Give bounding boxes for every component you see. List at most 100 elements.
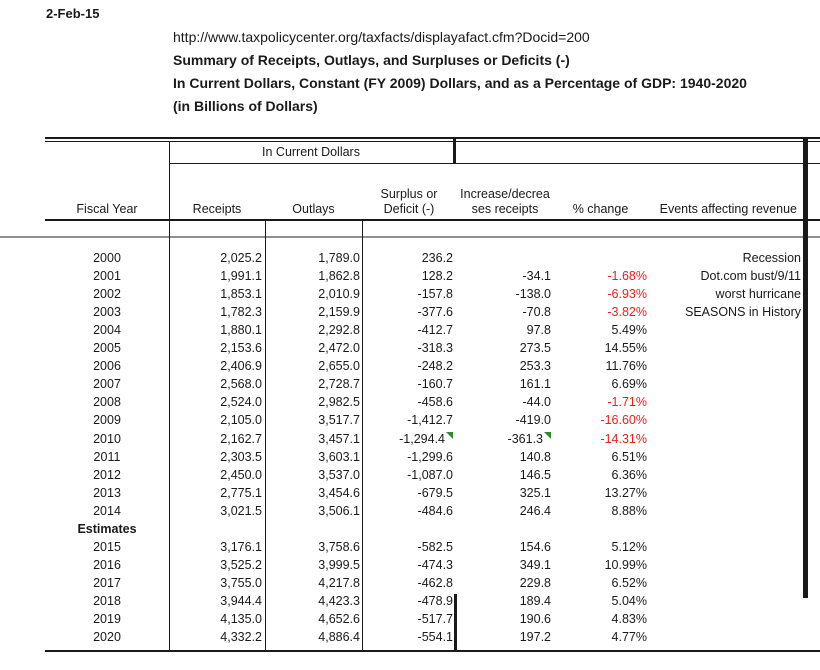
cell-outlays[interactable]: 2,292.8 xyxy=(318,323,360,337)
column-header-fiscal-year[interactable]: Fiscal Year xyxy=(76,202,138,216)
cell-receipts[interactable]: 2,162.7 xyxy=(220,432,262,446)
cell-pct-change[interactable]: -1.68% xyxy=(607,269,647,283)
cell-fiscal-year[interactable]: 2008 xyxy=(93,395,121,409)
cell-outlays[interactable]: 3,517.7 xyxy=(318,413,360,427)
cell-increase-decrease[interactable]: 325.1 xyxy=(519,486,551,500)
cell-outlays[interactable]: 2,655.0 xyxy=(318,359,360,373)
cell-increase-decrease[interactable]: 154.6 xyxy=(519,540,551,554)
cell-pct-change[interactable]: 4.77% xyxy=(611,630,647,644)
cell-increase-decrease[interactable]: -138.0 xyxy=(515,287,551,301)
cell-surplus-deficit[interactable]: -157.8 xyxy=(417,287,453,301)
cell-surplus-deficit[interactable]: -318.3 xyxy=(417,341,453,355)
cell-surplus-deficit[interactable]: -554.1 xyxy=(417,630,453,644)
cell-surplus-deficit[interactable]: -517.7 xyxy=(417,612,453,626)
cell-event[interactable]: worst hurricane xyxy=(715,287,801,301)
cell-pct-change[interactable]: -3.82% xyxy=(607,305,647,319)
cell-fiscal-year[interactable]: 2005 xyxy=(93,341,121,355)
cell-fiscal-year[interactable]: 2004 xyxy=(93,323,121,337)
cell-receipts[interactable]: 3,944.4 xyxy=(220,594,262,608)
cell-receipts[interactable]: 2,025.2 xyxy=(220,251,262,265)
cell-increase-decrease[interactable]: 349.1 xyxy=(519,558,551,572)
column-header-surplus-deficit[interactable]: Surplus or Deficit (-) xyxy=(363,187,455,217)
cell-pct-change[interactable]: 13.27% xyxy=(604,486,647,500)
cell-outlays[interactable]: 4,217.8 xyxy=(318,576,360,590)
cell-fiscal-year[interactable]: 2007 xyxy=(93,377,121,391)
cell-outlays[interactable]: 3,758.6 xyxy=(318,540,360,554)
cell-increase-decrease[interactable]: 190.6 xyxy=(519,612,551,626)
section-label-estimates[interactable]: Estimates xyxy=(77,522,137,536)
cell-outlays[interactable]: 2,728.7 xyxy=(318,377,360,391)
cell-surplus-deficit[interactable]: -478.9 xyxy=(417,594,453,608)
cell-fiscal-year[interactable]: 2019 xyxy=(93,612,121,626)
cell-increase-decrease[interactable]: -361.3 xyxy=(455,430,551,448)
cell-event[interactable]: Recession xyxy=(742,251,801,265)
cell-receipts[interactable]: 3,021.5 xyxy=(220,504,262,518)
cell-fiscal-year[interactable]: 2015 xyxy=(93,540,121,554)
cell-surplus-deficit[interactable]: -679.5 xyxy=(417,486,453,500)
cell-receipts[interactable]: 3,176.1 xyxy=(220,540,262,554)
cell-pct-change[interactable]: 5.04% xyxy=(611,594,647,608)
cell-fiscal-year[interactable]: 2017 xyxy=(93,576,121,590)
cell-surplus-deficit[interactable]: 128.2 xyxy=(421,269,453,283)
cell-outlays[interactable]: 2,010.9 xyxy=(318,287,360,301)
cell-increase-decrease[interactable]: 253.3 xyxy=(519,359,551,373)
cell-fiscal-year[interactable]: 2003 xyxy=(93,305,121,319)
cell-pct-change[interactable]: 5.12% xyxy=(611,540,647,554)
cell-receipts[interactable]: 1,782.3 xyxy=(220,305,262,319)
cell-increase-decrease[interactable]: 140.8 xyxy=(519,450,551,464)
cell-outlays[interactable]: 3,603.1 xyxy=(318,450,360,464)
cell-increase-decrease[interactable]: -419.0 xyxy=(515,413,551,427)
cell-outlays[interactable]: 2,472.0 xyxy=(318,341,360,355)
cell-surplus-deficit[interactable]: -474.3 xyxy=(417,558,453,572)
cell-outlays[interactable]: 3,506.1 xyxy=(318,504,360,518)
cell-fiscal-year[interactable]: 2001 xyxy=(93,269,121,283)
cell-fiscal-year[interactable]: 2018 xyxy=(93,594,121,608)
cell-receipts[interactable]: 4,135.0 xyxy=(220,612,262,626)
cell-pct-change[interactable]: 10.99% xyxy=(604,558,647,572)
cell-increase-decrease[interactable]: 273.5 xyxy=(519,341,551,355)
cell-outlays[interactable]: 1,789.0 xyxy=(318,251,360,265)
column-header-outlays[interactable]: Outlays xyxy=(292,202,335,216)
cell-surplus-deficit[interactable]: -377.6 xyxy=(417,305,453,319)
cell-surplus-deficit[interactable]: -582.5 xyxy=(417,540,453,554)
group-header-in-current-dollars[interactable]: In Current Dollars xyxy=(262,145,360,159)
cell-fiscal-year[interactable]: 2020 xyxy=(93,630,121,644)
cell-fiscal-year[interactable]: 2014 xyxy=(93,504,121,518)
cell-fiscal-year[interactable]: 2012 xyxy=(93,468,121,482)
cell-fiscal-year[interactable]: 2002 xyxy=(93,287,121,301)
cell-surplus-deficit[interactable]: -160.7 xyxy=(417,377,453,391)
cell-receipts[interactable]: 1,991.1 xyxy=(220,269,262,283)
cell-receipts[interactable]: 1,880.1 xyxy=(220,323,262,337)
cell-event[interactable]: SEASONS in History xyxy=(684,305,801,319)
cell-pct-change[interactable]: -14.31% xyxy=(600,432,647,446)
cell-surplus-deficit[interactable]: -458.6 xyxy=(417,395,453,409)
column-header-pct-change[interactable]: % change xyxy=(572,202,629,216)
cell-surplus-deficit[interactable]: -1,299.6 xyxy=(407,450,453,464)
cell-surplus-deficit[interactable]: -1,412.7 xyxy=(407,413,453,427)
cell-surplus-deficit[interactable]: -462.8 xyxy=(417,576,453,590)
cell-pct-change[interactable]: 5.49% xyxy=(611,323,647,337)
cell-receipts[interactable]: 2,775.1 xyxy=(220,486,262,500)
cell-receipts[interactable]: 2,524.0 xyxy=(220,395,262,409)
cell-pct-change[interactable]: 6.69% xyxy=(611,377,647,391)
cell-increase-decrease[interactable]: 189.4 xyxy=(519,594,551,608)
cell-increase-decrease[interactable]: 229.8 xyxy=(519,576,551,590)
cell-increase-decrease[interactable]: -34.1 xyxy=(522,269,552,283)
column-header-events[interactable]: Events affecting revenue xyxy=(659,202,797,216)
cell-outlays[interactable]: 2,982.5 xyxy=(318,395,360,409)
column-header-receipts[interactable]: Receipts xyxy=(192,202,242,216)
cell-pct-change[interactable]: 11.76% xyxy=(605,359,647,373)
cell-surplus-deficit[interactable]: -412.7 xyxy=(417,323,453,337)
cell-outlays[interactable]: 4,886.4 xyxy=(318,630,360,644)
cell-receipts[interactable]: 1,853.1 xyxy=(220,287,262,301)
cell-increase-decrease[interactable]: 246.4 xyxy=(519,504,551,518)
cell-surplus-deficit[interactable]: -248.2 xyxy=(417,359,453,373)
cell-fiscal-year[interactable]: 2010 xyxy=(93,432,121,446)
cell-pct-change[interactable]: 4.83% xyxy=(611,612,647,626)
cell-fiscal-year[interactable]: 2013 xyxy=(93,486,121,500)
cell-increase-decrease[interactable]: -70.8 xyxy=(522,305,552,319)
cell-receipts[interactable]: 2,105.0 xyxy=(220,413,262,427)
cell-outlays[interactable]: 2,159.9 xyxy=(318,305,360,319)
cell-pct-change[interactable]: -16.60% xyxy=(600,413,647,427)
cell-outlays[interactable]: 3,457.1 xyxy=(318,432,360,446)
